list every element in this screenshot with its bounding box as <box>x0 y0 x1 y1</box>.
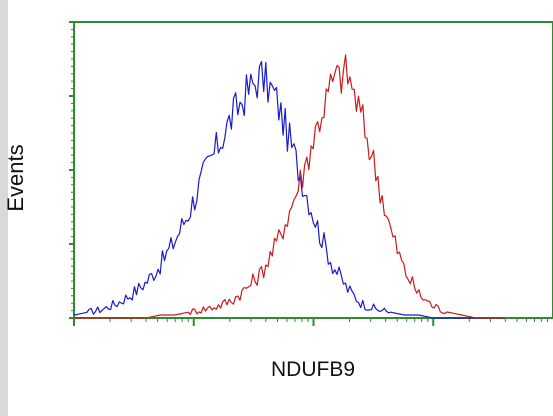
histogram-plot <box>69 21 553 326</box>
chart-panel: Events NDUFB9 <box>3 0 553 416</box>
y-axis-label: Events <box>3 144 28 212</box>
x-axis-label: NDUFB9 <box>270 358 356 381</box>
plot-frame <box>73 21 553 319</box>
histogram-series-2 <box>74 54 506 319</box>
histogram-series-1 <box>73 60 506 319</box>
